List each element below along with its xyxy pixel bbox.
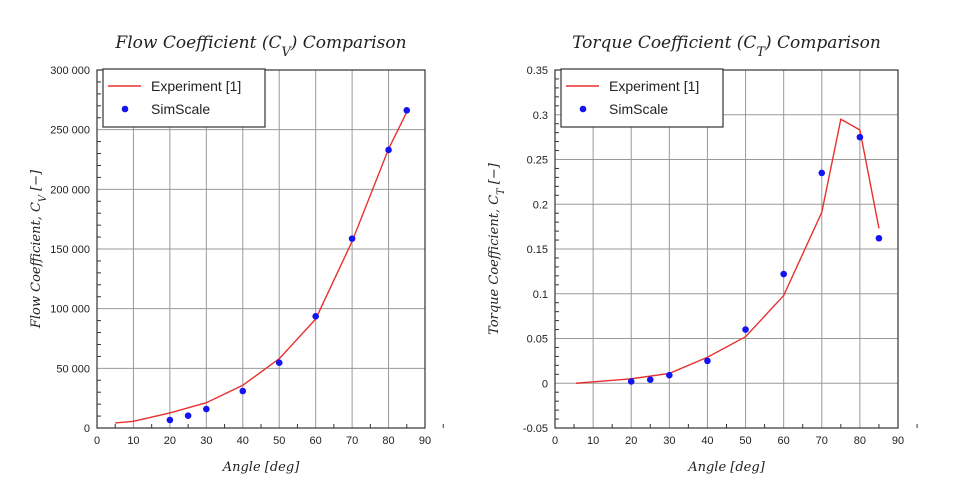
x-tick-label: 60 xyxy=(778,435,790,447)
legend-label-experiment: Experiment [1] xyxy=(151,78,241,94)
y-tick-label: 0.25 xyxy=(527,155,548,167)
x-tick-label: 90 xyxy=(419,435,431,447)
legend-marker-swatch xyxy=(579,105,587,113)
simscale-point xyxy=(646,376,654,383)
x-tick-label: 50 xyxy=(273,435,285,447)
legend-label-simscale: SimScale xyxy=(151,101,210,117)
simscale-point xyxy=(403,107,411,114)
legend-box xyxy=(560,68,724,128)
simscale-point xyxy=(666,371,673,379)
simscale-point xyxy=(627,378,635,385)
simscale-point xyxy=(742,326,749,333)
x-tick-label: 30 xyxy=(200,435,212,447)
chart-2: 0 10 20 30 40 50 60 70 80 90 -0.05 0 0.05 0.1 0.15 0.2 0… xyxy=(487,33,918,475)
y-tick-label: 0.35 xyxy=(527,65,548,77)
x-tick-label: 60 xyxy=(310,435,322,447)
x-axis-label: Angle [deg] xyxy=(222,460,300,475)
y-axis-label: Torque Coefficient, CT [−] xyxy=(487,162,507,335)
y-tick-label: 0 xyxy=(542,378,548,390)
experiment-line xyxy=(115,111,408,424)
chart-title: Torque Coefficient (CT) Comparison xyxy=(572,33,881,60)
y-tick-label: -0.05 xyxy=(523,423,548,435)
simscale-point xyxy=(818,169,826,177)
x-tick-label: 40 xyxy=(701,435,713,447)
y-axis-label: Flow Coefficient, CV [−] xyxy=(29,169,49,329)
x-tick-label: 20 xyxy=(625,435,637,447)
legend-label-experiment: Experiment [1] xyxy=(609,78,699,94)
y-tick-label: 0.05 xyxy=(527,334,548,346)
x-tick-label: 70 xyxy=(816,435,828,447)
x-tick-label: 70 xyxy=(346,435,358,447)
y-tick-label: 250 000 xyxy=(50,125,90,137)
y-tick-label: 0.3 xyxy=(533,110,548,122)
simscale-point xyxy=(875,234,883,242)
legend-box xyxy=(102,68,266,128)
simscale-point xyxy=(166,416,174,424)
x-tick-label: 50 xyxy=(739,435,751,447)
simscale-point xyxy=(203,405,210,413)
x-tick-label: 80 xyxy=(854,435,866,447)
x-tick-label: 90 xyxy=(892,435,904,447)
simscale-point xyxy=(239,387,247,395)
y-tick-label: 0 xyxy=(84,423,90,435)
simscale-point xyxy=(275,359,283,367)
simscale-point xyxy=(312,313,319,320)
y-tick-label: 50 000 xyxy=(56,363,90,375)
simscale-point xyxy=(385,146,392,154)
simscale-point xyxy=(780,270,787,278)
experiment-line xyxy=(575,118,880,384)
y-tick-label: 0.2 xyxy=(533,199,548,211)
plot-frame xyxy=(554,69,899,429)
simscale-point xyxy=(856,133,864,141)
chart-title: Flow Coefficient (CV) Comparison xyxy=(114,33,406,60)
y-tick-label: 200 000 xyxy=(50,184,90,196)
y-tick-label: 100 000 xyxy=(50,304,90,316)
y-tick-label: 0.15 xyxy=(527,244,548,256)
x-tick-label: 40 xyxy=(237,435,249,447)
simscale-point xyxy=(704,357,711,365)
simscale-point xyxy=(348,235,356,242)
x-tick-label: 0 xyxy=(94,435,100,447)
x-tick-label: 20 xyxy=(164,435,176,447)
x-axis-label: Angle [deg] xyxy=(687,460,765,475)
legend-marker-swatch xyxy=(121,105,129,113)
x-tick-label: 80 xyxy=(382,435,394,447)
chart-1: 0 10 20 30 40 50 60 70 80 90 0 50 000 100 000 150 000… xyxy=(29,33,444,475)
y-tick-label: 150 000 xyxy=(50,244,90,256)
x-tick-label: 10 xyxy=(587,435,599,447)
x-tick-label: 10 xyxy=(127,435,139,447)
y-tick-label: 300 000 xyxy=(50,65,90,77)
x-tick-label: 30 xyxy=(663,435,675,447)
legend-label-simscale: SimScale xyxy=(609,101,668,117)
simscale-point xyxy=(184,412,192,420)
x-tick-label: 0 xyxy=(552,435,558,447)
y-tick-label: 0.1 xyxy=(533,289,548,301)
